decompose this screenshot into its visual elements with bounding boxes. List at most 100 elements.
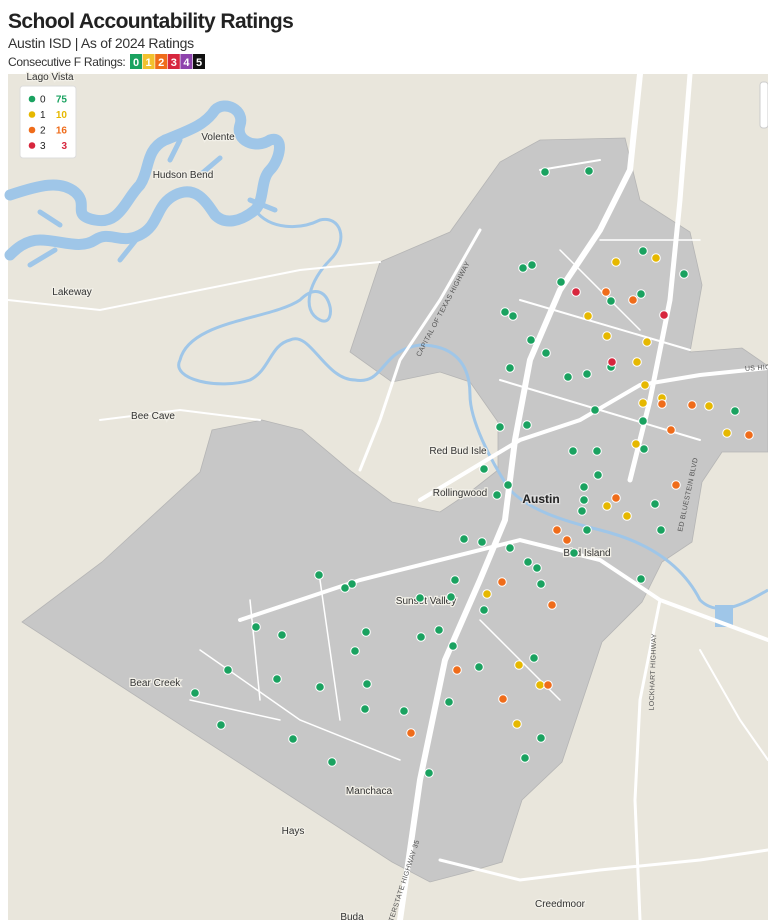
school-marker[interactable] (450, 575, 460, 585)
school-marker[interactable] (508, 311, 518, 321)
school-marker[interactable] (288, 734, 298, 744)
school-marker[interactable] (529, 653, 539, 663)
school-marker[interactable] (744, 430, 754, 440)
school-marker[interactable] (577, 506, 587, 516)
school-marker[interactable] (638, 246, 648, 256)
school-marker[interactable] (474, 662, 484, 672)
school-marker[interactable] (590, 405, 600, 415)
school-marker[interactable] (611, 493, 621, 503)
school-marker[interactable] (568, 446, 578, 456)
school-marker[interactable] (657, 399, 667, 409)
school-marker[interactable] (361, 627, 371, 637)
school-marker[interactable] (448, 641, 458, 651)
school-marker[interactable] (687, 400, 697, 410)
school-marker[interactable] (520, 753, 530, 763)
school-marker[interactable] (583, 311, 593, 321)
school-marker[interactable] (452, 665, 462, 675)
school-marker[interactable] (340, 583, 350, 593)
school-marker[interactable] (606, 296, 616, 306)
school-marker[interactable] (622, 511, 632, 521)
school-marker[interactable] (415, 593, 425, 603)
school-marker[interactable] (593, 470, 603, 480)
school-marker[interactable] (571, 287, 581, 297)
school-marker[interactable] (631, 439, 641, 449)
school-marker[interactable] (518, 263, 528, 273)
school-marker[interactable] (434, 625, 444, 635)
school-marker[interactable] (315, 682, 325, 692)
school-marker[interactable] (563, 372, 573, 382)
school-marker[interactable] (639, 444, 649, 454)
school-marker[interactable] (500, 307, 510, 317)
school-marker[interactable] (251, 622, 261, 632)
school-marker[interactable] (314, 570, 324, 580)
school-marker[interactable] (514, 660, 524, 670)
school-marker[interactable] (552, 525, 562, 535)
school-marker[interactable] (498, 694, 508, 704)
school-marker[interactable] (582, 369, 592, 379)
school-marker[interactable] (651, 253, 661, 263)
school-marker[interactable] (479, 605, 489, 615)
school-marker[interactable] (492, 490, 502, 500)
school-marker[interactable] (536, 733, 546, 743)
school-marker[interactable] (601, 287, 611, 297)
school-marker[interactable] (223, 665, 233, 675)
school-marker[interactable] (523, 557, 533, 567)
school-marker[interactable] (527, 260, 537, 270)
school-marker[interactable] (424, 768, 434, 778)
school-marker[interactable] (611, 257, 621, 267)
school-marker[interactable] (444, 697, 454, 707)
school-marker[interactable] (540, 167, 550, 177)
school-marker[interactable] (446, 592, 456, 602)
school-marker[interactable] (350, 646, 360, 656)
school-marker[interactable] (541, 348, 551, 358)
school-marker[interactable] (495, 422, 505, 432)
school-marker[interactable] (659, 310, 669, 320)
school-marker[interactable] (512, 719, 522, 729)
school-marker[interactable] (216, 720, 226, 730)
school-marker[interactable] (638, 398, 648, 408)
school-marker[interactable] (607, 357, 617, 367)
school-marker[interactable] (704, 401, 714, 411)
school-marker[interactable] (582, 525, 592, 535)
school-marker[interactable] (638, 416, 648, 426)
school-marker[interactable] (628, 295, 638, 305)
zoom-control[interactable] (759, 81, 768, 129)
school-marker[interactable] (584, 166, 594, 176)
school-marker[interactable] (536, 579, 546, 589)
school-marker[interactable] (656, 525, 666, 535)
school-marker[interactable] (327, 757, 337, 767)
school-marker[interactable] (477, 537, 487, 547)
school-marker[interactable] (526, 335, 536, 345)
school-marker[interactable] (416, 632, 426, 642)
school-marker[interactable] (277, 630, 287, 640)
school-marker[interactable] (522, 420, 532, 430)
school-marker[interactable] (362, 679, 372, 689)
school-marker[interactable] (730, 406, 740, 416)
school-marker[interactable] (535, 680, 545, 690)
school-marker[interactable] (479, 464, 489, 474)
school-marker[interactable] (406, 728, 416, 738)
school-marker[interactable] (399, 706, 409, 716)
school-marker[interactable] (347, 579, 357, 589)
school-marker[interactable] (459, 534, 469, 544)
school-marker[interactable] (482, 589, 492, 599)
school-marker[interactable] (556, 277, 566, 287)
school-marker[interactable] (636, 574, 646, 584)
school-marker[interactable] (505, 543, 515, 553)
school-marker[interactable] (579, 495, 589, 505)
school-marker[interactable] (602, 501, 612, 511)
school-marker[interactable] (640, 380, 650, 390)
school-marker[interactable] (642, 337, 652, 347)
school-marker[interactable] (503, 480, 513, 490)
school-marker[interactable] (722, 428, 732, 438)
school-marker[interactable] (272, 674, 282, 684)
school-marker[interactable] (579, 482, 589, 492)
school-marker[interactable] (636, 289, 646, 299)
school-marker[interactable] (650, 499, 660, 509)
school-marker[interactable] (190, 688, 200, 698)
school-marker[interactable] (592, 446, 602, 456)
school-marker[interactable] (562, 535, 572, 545)
school-marker[interactable] (543, 680, 553, 690)
school-marker[interactable] (632, 357, 642, 367)
school-marker[interactable] (679, 269, 689, 279)
